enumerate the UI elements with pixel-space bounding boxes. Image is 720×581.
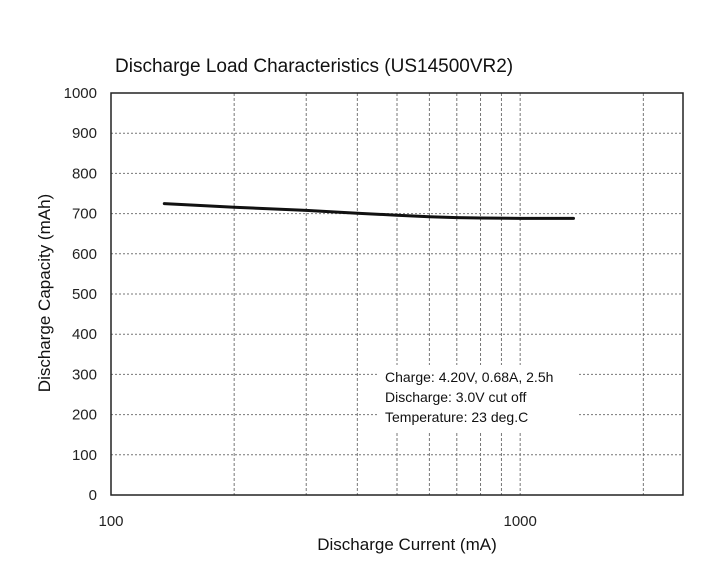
y-tick-label: 400 <box>72 326 97 343</box>
y-tick-label: 1000 <box>64 85 97 102</box>
y-axis-label: Discharge Capacity (mAh) <box>35 194 54 392</box>
y-tick-label: 300 <box>72 366 97 383</box>
annotation-background <box>379 365 579 433</box>
y-tick-label: 900 <box>72 125 97 142</box>
y-axis-ticks: 0 100 200 300 400 500 600 700 800 900 1000 <box>64 85 97 504</box>
y-tick-label: 100 <box>72 447 97 464</box>
y-tick-label: 800 <box>72 165 97 182</box>
plot-frame <box>110 92 684 496</box>
y-tick-label: 600 <box>72 246 97 263</box>
test-conditions-annotation: Charge: 4.20V, 0.68A, 2.5h Discharge: 3.0… <box>379 365 579 433</box>
capacity-series-line <box>162 202 575 220</box>
x-axis-label: Discharge Current (mA) <box>317 535 497 554</box>
y-tick-label: 200 <box>72 407 97 424</box>
y-tick-label: 700 <box>72 206 97 223</box>
grid <box>111 93 683 495</box>
x-axis-ticks: 100 1000 <box>98 513 536 530</box>
chart-title: Discharge Load Characteristics (US14500V… <box>115 56 513 77</box>
y-tick-label: 0 <box>89 487 97 504</box>
annotation-line: Temperature: 23 deg.C <box>385 409 528 425</box>
annotation-line: Charge: 4.20V, 0.68A, 2.5h <box>385 369 553 385</box>
x-tick-label: 1000 <box>503 513 536 530</box>
x-tick-label: 100 <box>98 513 123 530</box>
annotation-line: Discharge: 3.0V cut off <box>385 389 526 405</box>
y-tick-label: 500 <box>72 286 97 303</box>
